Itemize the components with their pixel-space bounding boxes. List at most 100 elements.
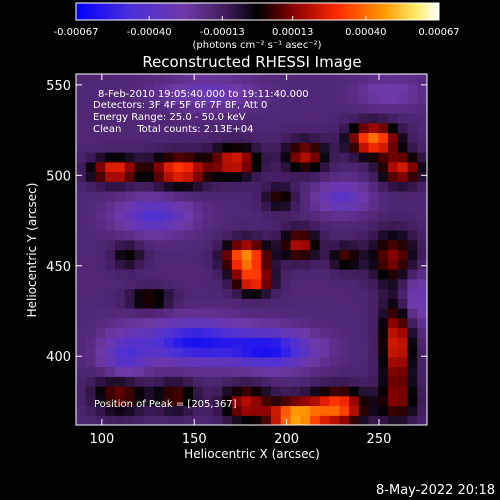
heatmap-cell	[319, 249, 331, 260]
heatmap-cell	[173, 259, 184, 270]
heatmap-cell	[85, 132, 97, 143]
heatmap-cell	[193, 337, 204, 348]
heatmap-cell	[310, 83, 321, 95]
heatmap-cell	[397, 200, 409, 212]
heatmap-cell	[183, 161, 194, 173]
heatmap-cell	[280, 376, 292, 387]
heatmap-cell	[300, 366, 311, 377]
heatmap-cell	[271, 113, 282, 124]
heatmap-cell	[76, 317, 87, 329]
heatmap-cell	[202, 327, 214, 338]
heatmap-cell	[290, 376, 301, 387]
heatmap-cell	[261, 171, 272, 182]
heatmap-cell	[124, 239, 136, 251]
heatmap-cell	[407, 230, 418, 241]
heatmap-cell	[163, 191, 175, 202]
heatmap-cell	[290, 210, 301, 221]
heatmap-cell	[349, 142, 360, 153]
heatmap-cell	[193, 83, 204, 95]
heatmap-cell	[319, 161, 331, 173]
heatmap-cell	[339, 269, 350, 280]
heatmap-cell	[154, 327, 165, 338]
heatmap-cell	[397, 395, 409, 407]
heatmap-cell	[241, 74, 253, 85]
heatmap-cell	[329, 152, 340, 163]
heatmap-cell	[319, 220, 331, 231]
heatmap-cell	[349, 317, 360, 329]
heatmap-cell	[134, 191, 145, 202]
heatmap-cell	[202, 220, 214, 231]
heatmap-cell	[388, 103, 399, 114]
heatmap-cell	[212, 220, 223, 231]
heatmap-cell	[417, 366, 427, 377]
heatmap-cell	[193, 366, 204, 377]
heatmap-cell	[349, 386, 360, 397]
colorbar-tick-label: 0.00067	[418, 27, 459, 38]
heatmap-cell	[95, 259, 106, 270]
heatmap-cell	[329, 161, 340, 173]
heatmap-cell	[222, 415, 233, 425]
heatmap-cell	[76, 132, 87, 143]
heatmap-cell	[319, 298, 331, 309]
heatmap-cell	[76, 152, 87, 163]
heatmap-cell	[85, 83, 97, 95]
heatmap-cell	[134, 132, 145, 143]
heatmap-cell	[378, 83, 389, 95]
heatmap-cell	[358, 93, 370, 104]
heatmap-cell	[368, 249, 379, 260]
heatmap-cell	[183, 93, 194, 104]
heatmap-cell	[222, 269, 233, 280]
heatmap-cell	[115, 249, 126, 260]
heatmap-cell	[105, 356, 116, 368]
heatmap-cell	[124, 347, 136, 358]
heatmap-cell	[134, 327, 145, 338]
heatmap-cell	[124, 405, 136, 416]
heatmap-cell	[349, 366, 360, 377]
heatmap-cell	[173, 113, 184, 124]
heatmap-cell	[417, 386, 427, 397]
heatmap-cell	[163, 278, 175, 290]
heatmap-cell	[134, 171, 145, 182]
heatmap-cell	[232, 83, 243, 95]
y-axis-label: Heliocentric Y (arcsec)	[25, 183, 39, 318]
heatmap-cell	[407, 249, 418, 260]
heatmap-cell	[280, 200, 292, 212]
heatmap-cell	[173, 74, 184, 85]
heatmap-cell	[202, 356, 214, 368]
heatmap-cell	[417, 152, 427, 163]
heatmap-cell	[115, 191, 126, 202]
heatmap-cell	[378, 288, 389, 299]
heatmap-cell	[95, 220, 106, 231]
heatmap-cell	[300, 171, 311, 182]
heatmap-cell	[407, 132, 418, 143]
heatmap-cell	[358, 122, 370, 134]
heatmap-cell	[397, 239, 409, 251]
heatmap-cell	[310, 298, 321, 309]
heatmap-cell	[173, 220, 184, 231]
heatmap-cell	[202, 210, 214, 221]
heatmap-cell	[202, 161, 214, 173]
heatmap-cell	[388, 386, 399, 397]
heatmap-cell	[76, 171, 87, 182]
heatmap-cell	[163, 298, 175, 309]
heatmap-cell	[222, 122, 233, 134]
axis-ticks: 100 150 200 250 400 450 500 550	[46, 74, 427, 447]
heatmap-cell	[290, 395, 301, 407]
heatmap-cell	[232, 210, 243, 221]
heatmap-cell	[115, 181, 126, 192]
heatmap-cell	[349, 210, 360, 221]
heatmap-cell	[105, 122, 116, 134]
heatmap-cell	[319, 103, 331, 114]
heatmap-cell	[134, 142, 145, 153]
heatmap-cell	[193, 93, 204, 104]
heatmap-cell	[417, 132, 427, 143]
heatmap-cell	[85, 415, 97, 425]
heatmap-cell	[368, 239, 379, 251]
heatmap-cell	[144, 415, 155, 425]
heatmap-cell	[193, 161, 204, 173]
heatmap-cell	[271, 210, 282, 221]
heatmap-cell	[407, 259, 418, 270]
heatmap-cell	[222, 366, 233, 377]
heatmap-cell	[105, 132, 116, 143]
